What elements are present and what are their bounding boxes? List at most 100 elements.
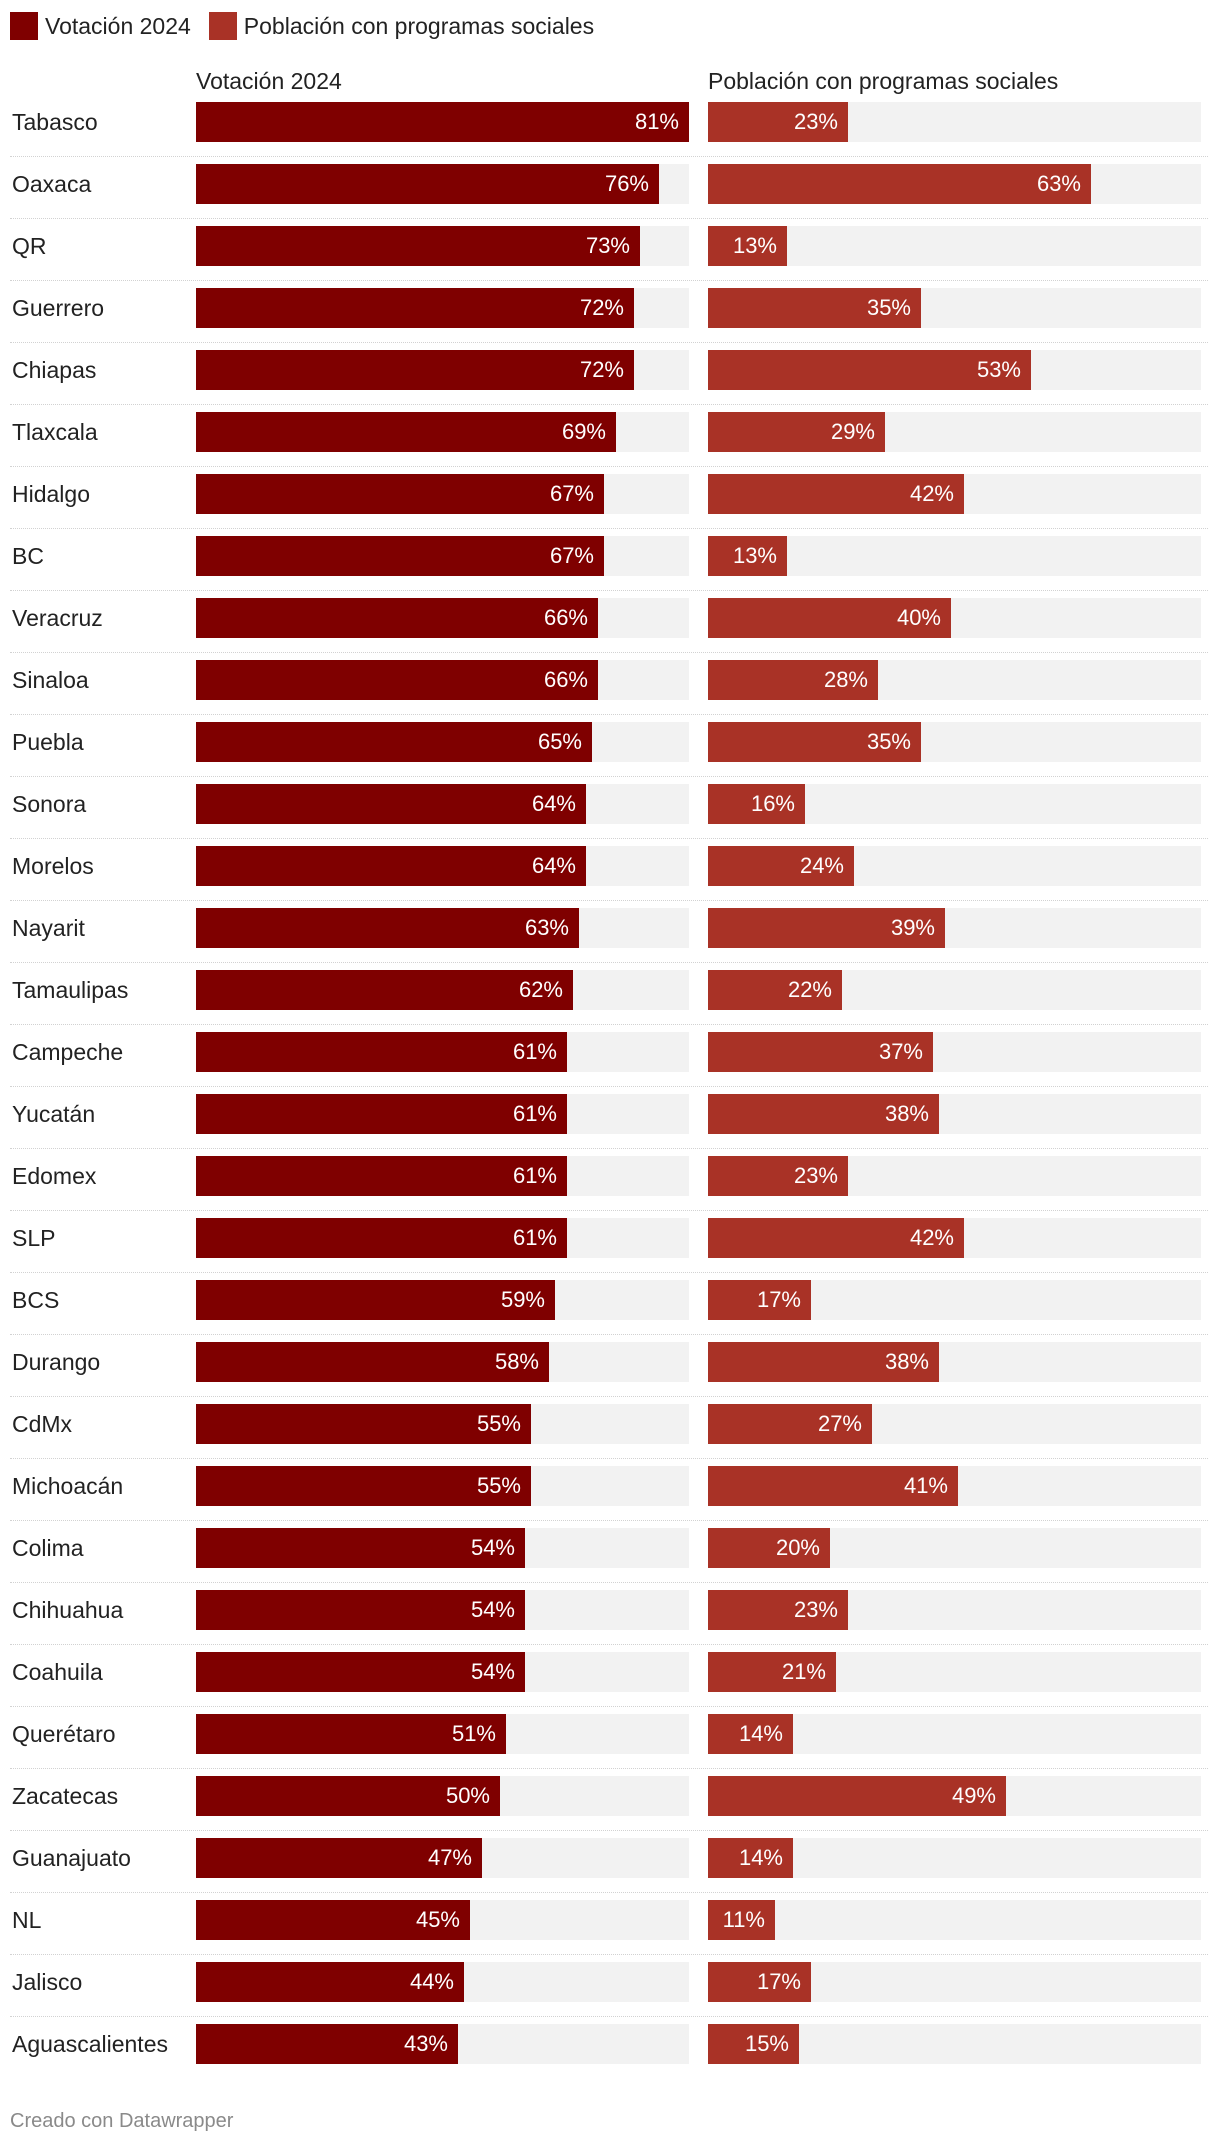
bar-programas: 41%	[708, 1466, 958, 1506]
bar-track-votacion: 54%	[196, 1528, 689, 1568]
bar-value-label: 61%	[512, 1101, 557, 1126]
bar-value-label: 73%	[585, 233, 630, 258]
bar-programas: 15%	[708, 2024, 799, 2064]
bar-votacion: 64%	[196, 846, 586, 886]
category-label: BCS	[12, 1287, 60, 1313]
bar-programas: 42%	[708, 474, 964, 514]
chart-row: Tabasco 81% 23%	[0, 102, 1220, 164]
bar-programas: 49%	[708, 1776, 1006, 1816]
legend-label-programas: Población con programas sociales	[243, 12, 595, 39]
row-divider	[10, 342, 1208, 343]
bar-track-programas: 23%	[708, 1156, 1201, 1196]
bar-votacion: 73%	[196, 226, 640, 266]
bar-votacion: 72%	[196, 350, 634, 390]
bar-track-programas: 63%	[708, 164, 1201, 204]
bar-votacion: 81%	[196, 102, 689, 142]
bar-programas: 28%	[708, 660, 878, 700]
row-divider	[10, 1086, 1208, 1087]
bar-value-label: 55%	[476, 1473, 521, 1498]
bar-value-label: 35%	[866, 295, 911, 320]
bar-votacion: 50%	[196, 1776, 500, 1816]
category-label: BC	[12, 543, 44, 569]
chart-row: Aguascalientes 43% 15%	[0, 2024, 1220, 2086]
bar-value-label: 27%	[817, 1411, 862, 1436]
legend: Votación 2024 Población con programas so…	[10, 10, 612, 42]
bar-value-label: 23%	[793, 1597, 838, 1622]
row-divider	[10, 1644, 1208, 1645]
bar-value-label: 64%	[531, 791, 576, 816]
bar-value-label: 61%	[512, 1225, 557, 1250]
chart-row: Michoacán 55% 41%	[0, 1466, 1220, 1528]
bar-track-votacion: 72%	[196, 288, 689, 328]
category-label: SLP	[12, 1225, 56, 1251]
category-label: Oaxaca	[12, 171, 92, 197]
bar-track-votacion: 63%	[196, 908, 689, 948]
bar-value-label: 37%	[878, 1039, 923, 1064]
chart-row: Jalisco 44% 17%	[0, 1962, 1220, 2024]
bar-track-votacion: 72%	[196, 350, 689, 390]
chart-row: NL 45% 11%	[0, 1900, 1220, 1962]
bar-votacion: 66%	[196, 598, 598, 638]
category-label: Colima	[12, 1535, 84, 1561]
row-divider	[10, 652, 1208, 653]
row-divider	[10, 1272, 1208, 1273]
row-divider	[10, 528, 1208, 529]
legend-label-votacion: Votación 2024	[45, 12, 191, 39]
category-label: Sinaloa	[12, 667, 89, 693]
bar-value-label: 21%	[781, 1659, 826, 1684]
bar-track-votacion: 59%	[196, 1280, 689, 1320]
bar-value-label: 81%	[634, 109, 679, 134]
bar-track-programas: 17%	[708, 1280, 1201, 1320]
chart-row: Campeche 61% 37%	[0, 1032, 1220, 1094]
bar-track-programas: 16%	[708, 784, 1201, 824]
category-label: Nayarit	[12, 915, 85, 941]
bar-track-programas: 38%	[708, 1094, 1201, 1134]
category-label: Chiapas	[12, 357, 97, 383]
bar-track-votacion: 55%	[196, 1466, 689, 1506]
bar-votacion: 64%	[196, 784, 586, 824]
bar-value-label: 17%	[756, 1287, 801, 1312]
bar-votacion: 54%	[196, 1528, 525, 1568]
chart-row: Morelos 64% 24%	[0, 846, 1220, 908]
chart-row: Oaxaca 76% 63%	[0, 164, 1220, 226]
chart-row: Tamaulipas 62% 22%	[0, 970, 1220, 1032]
bar-votacion: 76%	[196, 164, 659, 204]
bar-track-programas: 29%	[708, 412, 1201, 452]
bar-value-label: 54%	[470, 1535, 515, 1560]
bar-value-label: 66%	[543, 605, 588, 630]
bar-value-label: 24%	[799, 853, 844, 878]
bar-track-votacion: 51%	[196, 1714, 689, 1754]
bar-value-label: 42%	[909, 481, 954, 506]
bar-value-label: 54%	[470, 1597, 515, 1622]
chart-row: CdMx 55% 27%	[0, 1404, 1220, 1466]
bar-votacion: 67%	[196, 474, 604, 514]
bar-votacion: 72%	[196, 288, 634, 328]
legend-item-programas: Población con programas sociales	[208, 12, 595, 40]
bar-value-label: 62%	[518, 977, 563, 1002]
category-label: Yucatán	[12, 1101, 96, 1127]
bar-votacion: 51%	[196, 1714, 506, 1754]
bar-value-label: 15%	[744, 2031, 789, 2056]
bar-votacion: 43%	[196, 2024, 458, 2064]
bar-track-votacion: 44%	[196, 1962, 689, 2002]
bar-value-label: 63%	[1036, 171, 1081, 196]
bar-value-label: 44%	[409, 1969, 454, 1994]
bar-programas: 16%	[708, 784, 805, 824]
bar-track-votacion: 65%	[196, 722, 689, 762]
bar-value-label: 39%	[890, 915, 935, 940]
bar-value-label: 16%	[750, 791, 795, 816]
bar-track-votacion: 81%	[196, 102, 689, 142]
bar-track-votacion: 54%	[196, 1590, 689, 1630]
bar-votacion: 62%	[196, 970, 573, 1010]
bar-value-label: 38%	[884, 1101, 929, 1126]
bar-track-programas: 23%	[708, 102, 1201, 142]
row-divider	[10, 218, 1208, 219]
bar-votacion: 61%	[196, 1094, 567, 1134]
bar-programas: 63%	[708, 164, 1091, 204]
legend-swatch-programas	[208, 12, 237, 40]
chart-row: Chihuahua 54% 23%	[0, 1590, 1220, 1652]
bar-votacion: 45%	[196, 1900, 470, 1940]
bar-value-label: 67%	[549, 481, 594, 506]
bar-track-programas: 53%	[708, 350, 1201, 390]
category-label: Tlaxcala	[12, 419, 98, 445]
